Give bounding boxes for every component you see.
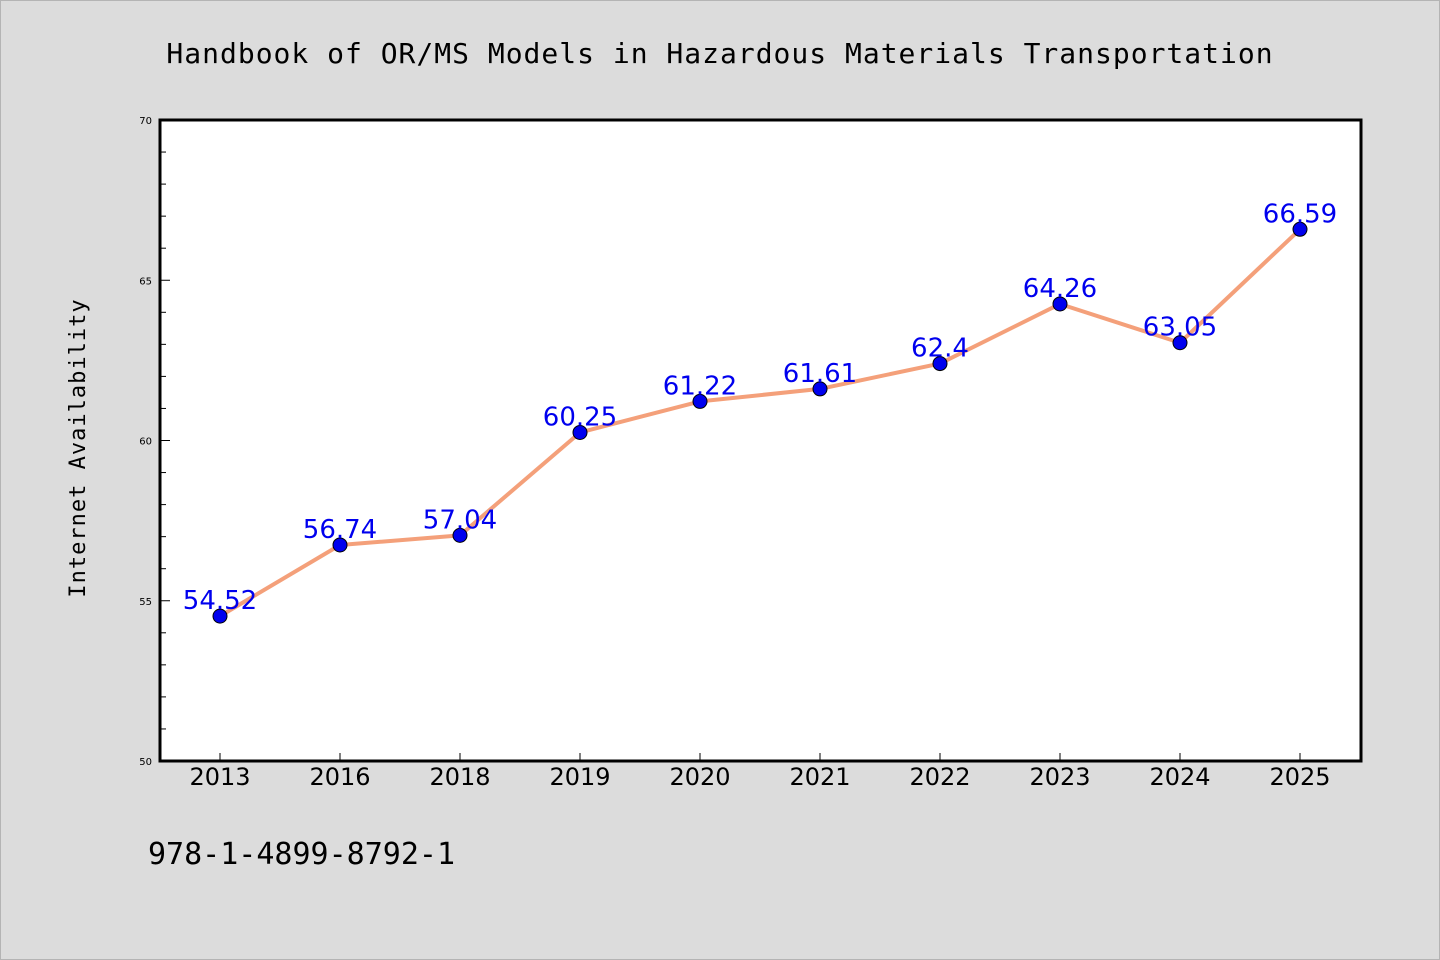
data-label: 57.04 [423, 505, 497, 535]
data-point [692, 393, 708, 409]
data-label: 60.25 [543, 402, 617, 432]
data-point [932, 356, 948, 372]
x-axis: 2013 2016 2018 2019 2020 2021 2022 2023 2024 2025 [189, 753, 1331, 791]
isbn-footer: 978-1-4899-8792-1 [148, 837, 455, 872]
data-point [572, 424, 588, 440]
data-point [1292, 221, 1308, 237]
x-tick-label: 2021 [789, 763, 850, 791]
x-tick-label: 2025 [1269, 763, 1330, 791]
data-point [452, 527, 468, 543]
x-tick-label: 2023 [1029, 763, 1090, 791]
data-point [332, 537, 348, 553]
x-tick-label: 2020 [669, 763, 730, 791]
x-tick-label: 2018 [429, 763, 490, 791]
data-label: 63.05 [1143, 313, 1217, 343]
chart-title: Handbook of OR/MS Models in Hazardous Ma… [166, 37, 1273, 70]
y-axis: 50 55 60 65 70 [139, 116, 170, 768]
y-tick-label: 65 [139, 276, 152, 287]
data-label: 54.52 [183, 586, 257, 616]
data-point [1052, 296, 1068, 312]
data-point [212, 608, 228, 624]
data-label: 62.4 [911, 334, 969, 364]
data-label: 56.74 [303, 515, 377, 545]
x-tick-label: 2019 [549, 763, 610, 791]
data-label: 61.61 [783, 359, 857, 389]
series-layer: 54.52 56.74 57.04 60.25 61.22 61.61 62.4 64.26 6… [183, 199, 1337, 624]
y-tick-label: 70 [139, 116, 152, 127]
x-tick-label: 2022 [909, 763, 970, 791]
data-point [1172, 335, 1188, 351]
data-label: 61.22 [663, 371, 737, 401]
y-tick-label: 60 [139, 437, 152, 448]
y-tick-label: 55 [139, 597, 152, 608]
data-label: 64.26 [1023, 274, 1097, 304]
y-axis-label: Internet Availability [66, 298, 91, 597]
x-tick-label: 2024 [1149, 763, 1210, 791]
series-line [218, 227, 1302, 619]
x-tick-label: 2016 [309, 763, 370, 791]
y-tick-label: 50 [139, 757, 152, 768]
data-label: 66.59 [1263, 199, 1337, 229]
plot-area [158, 118, 1363, 763]
data-point [812, 381, 828, 397]
x-tick-label: 2013 [189, 763, 250, 791]
